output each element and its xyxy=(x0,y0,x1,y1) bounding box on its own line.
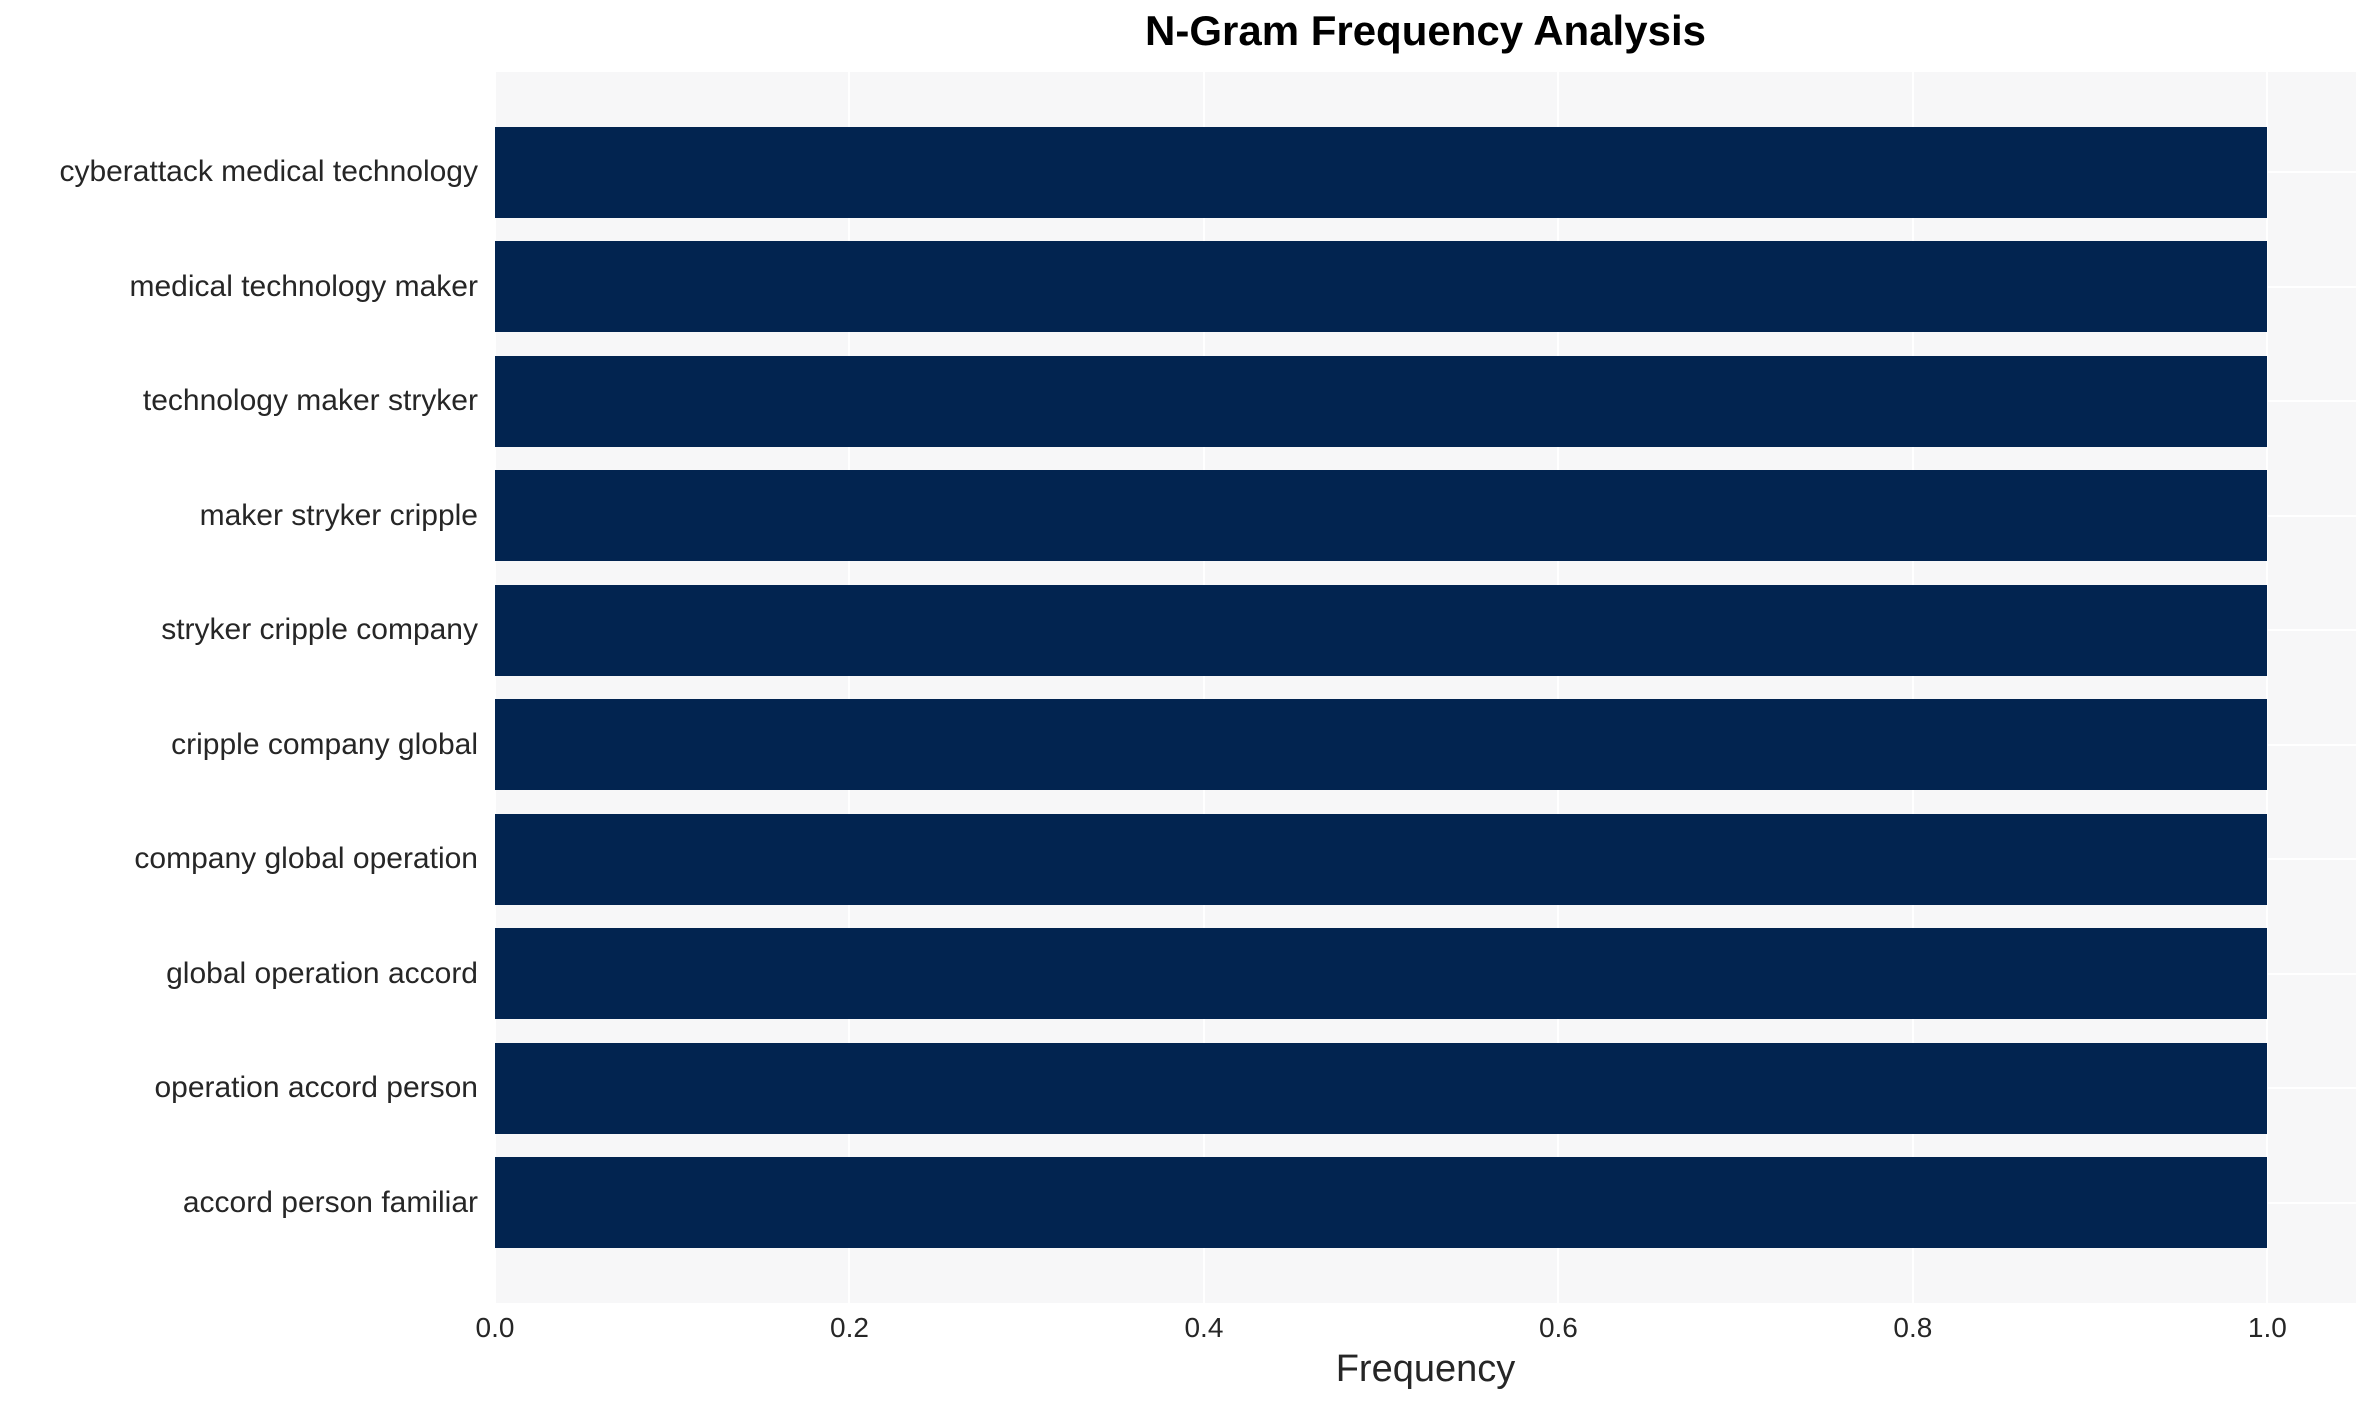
grid-line-x xyxy=(1202,72,1205,1303)
x-tick-label: 0.0 xyxy=(475,1312,515,1343)
grid-line-x xyxy=(2266,72,2269,1303)
y-tick-label: cripple company global xyxy=(171,727,478,761)
y-tick-label: cyberattack medical technology xyxy=(59,155,478,189)
grid-line-x xyxy=(848,72,851,1303)
y-tick-label: accord person familiar xyxy=(182,1185,478,1219)
bar xyxy=(495,126,2268,218)
bar-row xyxy=(495,230,2356,345)
bar-row xyxy=(495,688,2356,803)
x-tick-label: 0.2 xyxy=(830,1312,869,1343)
x-axis-ticks: 0.0 0.2 0.4 0.6 0.8 1.0 xyxy=(476,1303,2356,1347)
bar-row xyxy=(495,1031,2356,1146)
bar xyxy=(495,355,2268,447)
y-tick-row: operation accord person xyxy=(0,1031,487,1146)
bar xyxy=(495,813,2268,905)
grid-line-x xyxy=(495,72,496,1303)
y-tick-label: operation accord person xyxy=(154,1071,478,1105)
y-tick-label: company global operation xyxy=(134,842,478,876)
x-axis-title: Frequency xyxy=(1335,1348,1516,1390)
y-tick-row: accord person familiar xyxy=(0,1146,487,1261)
bar xyxy=(495,470,2268,562)
y-tick-row: stryker cripple company xyxy=(0,573,487,688)
y-tick-label: technology maker stryker xyxy=(142,384,478,418)
bar-row xyxy=(495,115,2356,230)
bar xyxy=(495,699,2268,791)
y-tick-row: cripple company global xyxy=(0,688,487,803)
y-tick-label: maker stryker cripple xyxy=(199,498,478,532)
y-tick-row: company global operation xyxy=(0,802,487,917)
y-axis-labels: cyberattack medical technology medical te… xyxy=(0,72,487,1303)
x-tick-label: 0.4 xyxy=(1184,1312,1224,1343)
y-tick-row: maker stryker cripple xyxy=(0,459,487,574)
y-tick-row: cyberattack medical technology xyxy=(0,115,487,230)
grid-line-x xyxy=(1557,72,1560,1303)
x-tick-label: 1.0 xyxy=(2247,1312,2287,1343)
x-tick-label: 0.8 xyxy=(1893,1312,1933,1343)
bar xyxy=(495,241,2268,333)
y-tick-row: medical technology maker xyxy=(0,230,487,345)
bar-row xyxy=(495,802,2356,917)
y-tick-label: medical technology maker xyxy=(129,269,478,303)
bars-container xyxy=(495,72,2356,1303)
x-tick-label: 0.6 xyxy=(1538,1312,1578,1343)
y-tick-row: technology maker stryker xyxy=(0,344,487,459)
chart-title: N-Gram Frequency Analysis xyxy=(1145,7,1706,54)
bar xyxy=(495,1042,2268,1134)
bar xyxy=(495,928,2268,1020)
bar xyxy=(495,584,2268,676)
bar-row xyxy=(495,344,2356,459)
y-tick-row: global operation accord xyxy=(0,917,487,1032)
y-tick-label: stryker cripple company xyxy=(161,613,478,647)
grid-line-x xyxy=(1911,72,1914,1303)
bar-row xyxy=(495,573,2356,688)
bar xyxy=(495,1157,2268,1249)
plot-area xyxy=(495,72,2356,1303)
y-tick-label: global operation accord xyxy=(166,956,478,990)
bar-row xyxy=(495,1146,2356,1261)
bar-row xyxy=(495,917,2356,1032)
bar-row xyxy=(495,459,2356,574)
